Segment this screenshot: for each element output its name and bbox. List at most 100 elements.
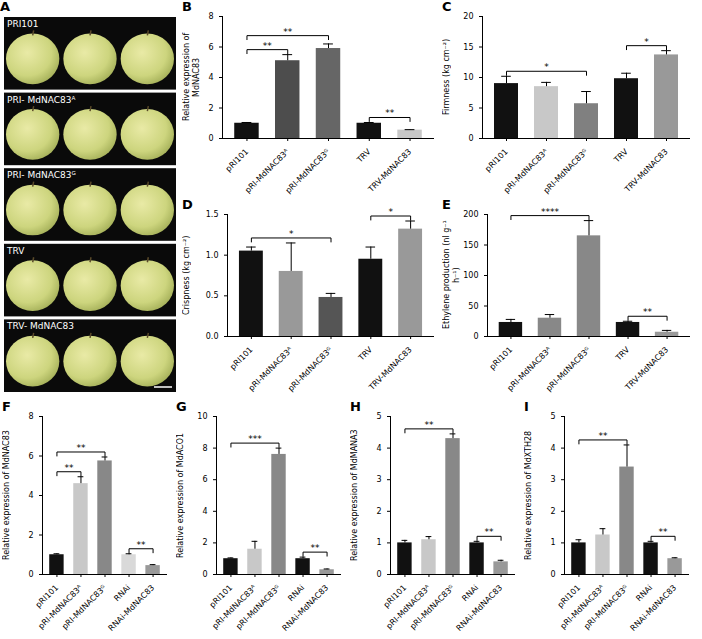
svg-text:RNAi-MdNAC83: RNAi-MdNAC83 bbox=[629, 583, 679, 633]
svg-text:pRI-MdNAC83ᴬ: pRI-MdNAC83ᴬ bbox=[243, 147, 291, 195]
svg-text:**: ** bbox=[283, 27, 293, 37]
svg-text:3: 3 bbox=[376, 475, 381, 484]
svg-text:4: 4 bbox=[202, 507, 207, 516]
svg-text:100: 100 bbox=[463, 271, 478, 280]
svg-text:RNAi-MdNAC83: RNAi-MdNAC83 bbox=[107, 583, 157, 633]
svg-text:**: ** bbox=[137, 540, 147, 550]
svg-text:2: 2 bbox=[202, 538, 207, 547]
svg-text:8: 8 bbox=[202, 444, 207, 453]
svg-text:**: ** bbox=[263, 41, 273, 51]
svg-text:RNAi: RNAi bbox=[286, 583, 306, 603]
svg-text:pRI-MdNAC83ᴬ: pRI-MdNAC83ᴬ bbox=[384, 583, 433, 631]
svg-text:***: *** bbox=[248, 434, 262, 444]
svg-text:0.5: 0.5 bbox=[206, 291, 219, 300]
svg-text:2: 2 bbox=[550, 507, 555, 516]
svg-text:0: 0 bbox=[208, 134, 213, 143]
svg-text:RNAi: RNAi bbox=[460, 583, 480, 603]
svg-text:**: ** bbox=[485, 527, 495, 537]
svg-text:TRV: TRV bbox=[356, 345, 374, 363]
svg-text:50: 50 bbox=[468, 302, 478, 311]
svg-text:pRI-MdNAC83ᴬ: pRI-MdNAC83ᴬ bbox=[505, 345, 554, 393]
svg-text:**: ** bbox=[424, 420, 434, 430]
svg-text:2: 2 bbox=[208, 104, 213, 113]
svg-text:*: * bbox=[388, 207, 393, 217]
svg-text:RNAi: RNAi bbox=[112, 583, 132, 603]
svg-text:PRI- MdNAC83ᴳ: PRI- MdNAC83ᴳ bbox=[7, 170, 76, 180]
svg-text:**: ** bbox=[64, 463, 74, 473]
svg-text:6: 6 bbox=[28, 452, 33, 461]
svg-text:TRV-MdNAC83: TRV-MdNAC83 bbox=[623, 345, 670, 392]
svg-text:pRI-MdNAC83ᴳ: pRI-MdNAC83ᴳ bbox=[408, 583, 456, 631]
svg-text:2: 2 bbox=[28, 531, 33, 540]
svg-text:RNAi-MdNAC83: RNAi-MdNAC83 bbox=[455, 583, 505, 633]
svg-text:0: 0 bbox=[473, 332, 478, 341]
svg-text:1: 1 bbox=[550, 538, 555, 547]
svg-text:1.0: 1.0 bbox=[206, 251, 219, 260]
svg-text:RNAi: RNAi bbox=[634, 583, 654, 603]
svg-text:**: ** bbox=[659, 527, 669, 537]
svg-text:pRI101: pRI101 bbox=[483, 147, 509, 173]
svg-text:6: 6 bbox=[208, 43, 213, 52]
svg-text:pRI-MdNAC83ᴬ: pRI-MdNAC83ᴬ bbox=[246, 345, 295, 393]
svg-text:*: * bbox=[644, 37, 649, 47]
svg-text:****: **** bbox=[541, 207, 560, 217]
svg-text:200: 200 bbox=[463, 210, 478, 219]
svg-text:1: 1 bbox=[376, 538, 381, 547]
svg-text:*: * bbox=[289, 229, 294, 239]
svg-text:TRV-MdNAC83: TRV-MdNAC83 bbox=[366, 147, 413, 194]
svg-text:PRI101: PRI101 bbox=[7, 19, 39, 29]
svg-text:5: 5 bbox=[376, 412, 381, 421]
svg-text:pRI-MdNAC83ᴳ: pRI-MdNAC83ᴳ bbox=[542, 147, 590, 195]
svg-text:10: 10 bbox=[463, 73, 473, 82]
svg-text:6: 6 bbox=[202, 475, 207, 484]
svg-text:pRI101: pRI101 bbox=[228, 345, 254, 371]
svg-text:pRI-MdNAC83ᴳ: pRI-MdNAC83ᴳ bbox=[234, 583, 282, 631]
svg-text:5: 5 bbox=[550, 412, 555, 421]
svg-text:pRI-MdNAC83ᴳ: pRI-MdNAC83ᴳ bbox=[60, 583, 108, 631]
svg-text:1.5: 1.5 bbox=[206, 210, 219, 219]
svg-text:**: ** bbox=[598, 431, 608, 441]
svg-text:pRI101: pRI101 bbox=[224, 147, 250, 173]
svg-text:3: 3 bbox=[550, 475, 555, 484]
svg-text:**: ** bbox=[76, 443, 86, 453]
svg-text:pRI-MdNAC83ᴳ: pRI-MdNAC83ᴳ bbox=[582, 583, 630, 631]
svg-text:2: 2 bbox=[376, 507, 381, 516]
svg-text:pRI-MdNAC83ᴳ: pRI-MdNAC83ᴳ bbox=[284, 147, 332, 195]
svg-text:RNAi-MdNAC83: RNAi-MdNAC83 bbox=[281, 583, 331, 633]
svg-text:**: ** bbox=[643, 307, 653, 317]
svg-text:0: 0 bbox=[550, 570, 555, 579]
svg-text:**: ** bbox=[311, 543, 321, 553]
svg-text:8: 8 bbox=[28, 412, 33, 421]
svg-text:15: 15 bbox=[463, 43, 473, 52]
svg-text:TRV: TRV bbox=[613, 345, 631, 363]
svg-text:*: * bbox=[544, 62, 549, 72]
svg-text:4: 4 bbox=[208, 73, 213, 82]
svg-text:4: 4 bbox=[550, 444, 555, 453]
svg-text:150: 150 bbox=[463, 241, 478, 250]
svg-text:PRI- MdNAC83ᴬ: PRI- MdNAC83ᴬ bbox=[7, 95, 75, 105]
svg-text:0: 0 bbox=[468, 134, 473, 143]
svg-text:pRI101: pRI101 bbox=[488, 345, 514, 371]
svg-text:pRI-MdNAC83ᴬ: pRI-MdNAC83ᴬ bbox=[502, 147, 550, 195]
svg-text:8: 8 bbox=[208, 12, 213, 21]
svg-text:TRV-MdNAC83: TRV-MdNAC83 bbox=[366, 345, 413, 392]
svg-text:pRI-MdNAC83ᴬ: pRI-MdNAC83ᴬ bbox=[210, 583, 259, 631]
svg-text:4: 4 bbox=[376, 444, 381, 453]
svg-text:20: 20 bbox=[463, 12, 473, 21]
svg-text:TRV- MdNAC83: TRV- MdNAC83 bbox=[6, 321, 74, 331]
svg-text:**: ** bbox=[385, 108, 395, 118]
svg-text:5: 5 bbox=[468, 104, 473, 113]
svg-text:10: 10 bbox=[197, 412, 207, 421]
svg-text:pRI-MdNAC83ᴳ: pRI-MdNAC83ᴳ bbox=[544, 345, 592, 393]
svg-text:pRI-MdNAC83ᴬ: pRI-MdNAC83ᴬ bbox=[36, 583, 85, 631]
svg-text:0: 0 bbox=[376, 570, 381, 579]
svg-text:0: 0 bbox=[28, 570, 33, 579]
svg-text:TRV: TRV bbox=[6, 246, 25, 256]
svg-text:pRI-MdNAC83ᴳ: pRI-MdNAC83ᴳ bbox=[286, 345, 334, 393]
svg-text:0: 0 bbox=[202, 570, 207, 579]
svg-text:4: 4 bbox=[28, 491, 33, 500]
svg-text:TRV: TRV bbox=[354, 147, 372, 165]
svg-text:TRV: TRV bbox=[612, 147, 630, 165]
svg-text:0.0: 0.0 bbox=[206, 332, 219, 341]
svg-text:TRV-MdNAC83: TRV-MdNAC83 bbox=[622, 147, 669, 194]
